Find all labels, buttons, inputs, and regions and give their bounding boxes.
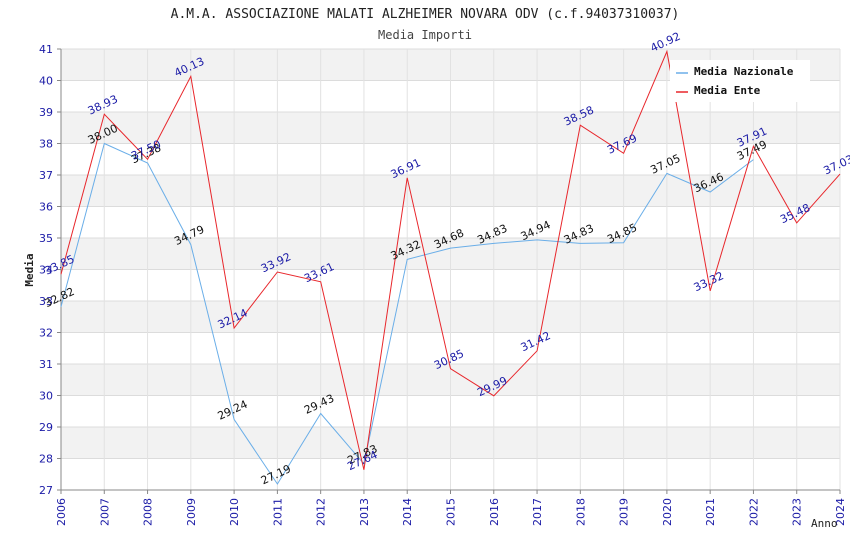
data-label-ente: 33.32 (692, 269, 726, 294)
data-label-nazionale: 29.24 (216, 398, 250, 423)
y-tick-label: 30 (39, 390, 53, 403)
axes (57, 48, 841, 494)
y-tick-label: 27 (39, 484, 53, 497)
x-tick-label: 2014 (401, 498, 414, 526)
x-tick-label: 2023 (791, 498, 804, 526)
y-tick-label: 37 (39, 169, 53, 182)
x-tick-label: 2017 (531, 498, 544, 526)
chart-subtitle: Media Importi (378, 28, 472, 42)
chart-title: A.M.A. ASSOCIAZIONE MALATI ALZHEIMER NOV… (171, 7, 680, 22)
y-tick-label: 35 (39, 232, 53, 245)
x-tick-label: 2012 (315, 498, 328, 526)
x-axis-label: Anno (811, 517, 838, 530)
x-tick-label: 2019 (618, 498, 631, 526)
data-label-nazionale: 27.19 (259, 462, 293, 487)
x-tick-label: 2010 (228, 498, 241, 526)
x-tick-label: 2011 (271, 498, 284, 526)
x-tick-labels: 2006 2007 2008 2009 2010 2011 2012 2013 2014 2015… (55, 498, 847, 526)
data-label-ente: 37.03 (821, 152, 850, 177)
x-tick-label: 2024 (834, 498, 847, 526)
x-tick-label: 2018 (574, 498, 587, 526)
x-tick-label: 2006 (55, 498, 68, 526)
y-tick-label: 40 (39, 75, 53, 88)
data-label-nazionale: 37.05 (648, 152, 682, 177)
x-tick-label: 2015 (445, 498, 458, 526)
y-tick-label: 29 (39, 421, 53, 434)
data-label-ente: 33.85 (42, 252, 76, 277)
y-tick-label: 41 (39, 43, 53, 56)
y-tick-label: 32 (39, 327, 53, 340)
y-tick-label: 38 (39, 138, 53, 151)
series-group (60, 49, 841, 485)
x-tick-label: 2021 (704, 498, 717, 526)
legend-label-nazionale: Media Nazionale (694, 65, 794, 78)
x-tick-label: 2009 (185, 498, 198, 526)
x-tick-label: 2013 (358, 498, 371, 526)
y-tick-label: 34 (39, 264, 53, 277)
y-tick-label: 31 (39, 358, 53, 371)
x-tick-label: 2020 (661, 498, 674, 526)
y-tick-label: 28 (39, 453, 53, 466)
y-tick-label: 36 (39, 201, 53, 214)
legend-box (670, 60, 810, 102)
y-tick-labels: 27 28 29 30 31 32 33 34 35 36 37 38 39 40 41 (39, 43, 53, 497)
x-tick-label: 2007 (98, 498, 111, 526)
x-tick-label: 2022 (747, 498, 760, 526)
y-axis-label: Media (23, 253, 36, 286)
legend-label-ente: Media Ente (694, 84, 761, 97)
x-tick-label: 2016 (488, 498, 501, 526)
x-tick-label: 2008 (142, 498, 155, 526)
y-tick-label: 39 (39, 106, 53, 119)
y-tick-label: 33 (39, 295, 53, 308)
legend: Media Nazionale Media Ente (670, 60, 810, 102)
